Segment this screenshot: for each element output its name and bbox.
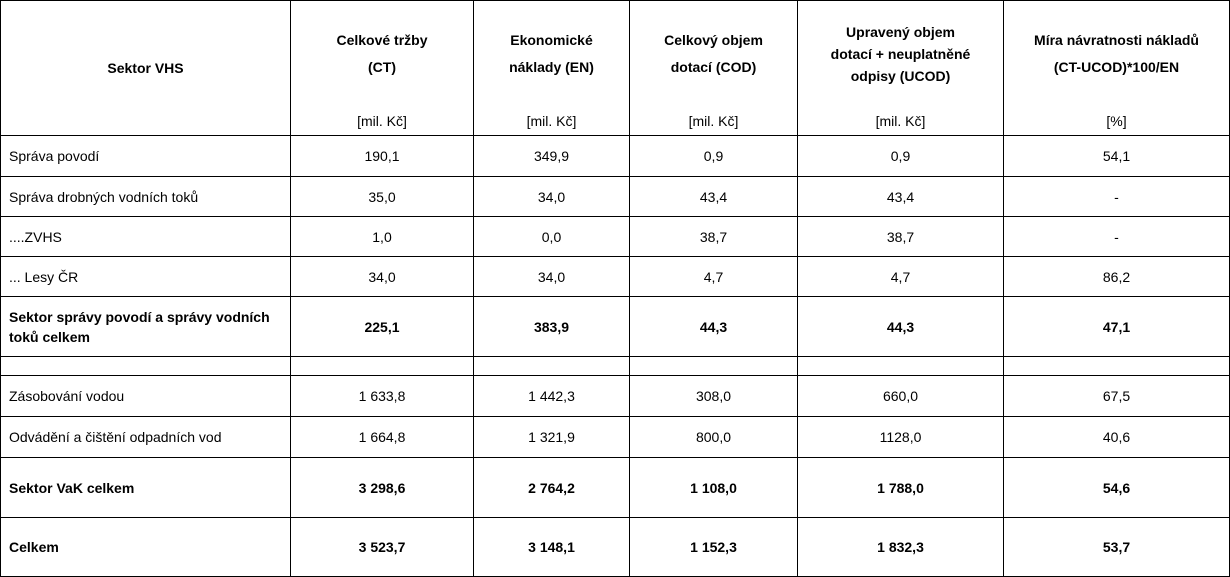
cell-cod: 1 108,0 (629, 457, 798, 518)
row-label: Sektor správy povodí a správy vodních to… (0, 296, 291, 357)
table-row: ... Lesy ČR 34,0 34,0 4,7 4,7 86,2 (0, 256, 1230, 297)
spacer-row (0, 356, 1230, 376)
header-ct-line2: (CT) (368, 58, 396, 75)
header-ratio: Míra návratnosti nákladů (CT-UCOD)*100/E… (1003, 0, 1230, 106)
row-label: Celkem (0, 517, 291, 577)
cell-ucod: 43,4 (797, 176, 1004, 217)
cell-ucod: 4,7 (797, 256, 1004, 297)
table-row: Správa drobných vodních toků 35,0 34,0 4… (0, 176, 1230, 217)
header-ratio-line2: (CT-UCOD)*100/EN (1053, 58, 1180, 75)
cell-ratio: 86,2 (1003, 256, 1230, 297)
table-row: Správa povodí 190,1 349,9 0,9 0,9 54,1 (0, 135, 1230, 177)
cell-ucod: 44,3 (797, 296, 1004, 357)
row-label: Sektor VaK celkem (0, 457, 291, 518)
unit-en: [mil. Kč] (473, 106, 630, 136)
cell-ucod: 0,9 (797, 135, 1004, 177)
cell-ct: 225,1 (290, 296, 474, 357)
cell-ct: 1 633,8 (290, 375, 474, 417)
table-row: Odvádění a čištění odpadních vod 1 664,8… (0, 416, 1230, 458)
cell-ucod: 1128,0 (797, 416, 1004, 458)
cell-en: 1 442,3 (473, 375, 630, 417)
cell-ratio: 53,7 (1003, 517, 1230, 577)
cell-cod: 308,0 (629, 375, 798, 417)
cell-cod: 43,4 (629, 176, 798, 217)
cell-en: 383,9 (473, 296, 630, 357)
cell-en: 34,0 (473, 176, 630, 217)
header-ucod-line2: dotací + neuplatněné (830, 45, 971, 62)
cell-ucod: 1 788,0 (797, 457, 1004, 518)
cell-cod (629, 356, 798, 376)
cell-ct: 34,0 (290, 256, 474, 297)
cell-en: 0,0 (473, 216, 630, 257)
cell-en (473, 356, 630, 376)
cell-ct: 190,1 (290, 135, 474, 177)
header-en-line1: Ekonomické (510, 31, 593, 48)
cell-cod: 800,0 (629, 416, 798, 458)
cell-en: 34,0 (473, 256, 630, 297)
cell-ucod: 660,0 (797, 375, 1004, 417)
header-ct-line1: Celkové tržby (336, 31, 428, 48)
table-row: Zásobování vodou 1 633,8 1 442,3 308,0 6… (0, 375, 1230, 417)
cell-ct: 3 298,6 (290, 457, 474, 518)
units-row: [mil. Kč] [mil. Kč] [mil. Kč] [mil. Kč] … (0, 106, 1230, 136)
cell-ct: 35,0 (290, 176, 474, 217)
cell-en: 3 148,1 (473, 517, 630, 577)
unit-ratio: [%] (1003, 106, 1230, 136)
header-ucod-line1: Upravený objem (846, 23, 955, 40)
row-label: Odvádění a čištění odpadních vod (0, 416, 291, 458)
unit-ct: [mil. Kč] (290, 106, 474, 136)
cell-en: 2 764,2 (473, 457, 630, 518)
cell-cod: 38,7 (629, 216, 798, 257)
unit-cod: [mil. Kč] (629, 106, 798, 136)
cell-ct: 1,0 (290, 216, 474, 257)
cell-ratio: 47,1 (1003, 296, 1230, 357)
cell-ratio: - (1003, 176, 1230, 217)
header-ratio-line1: Míra návratnosti nákladů (1034, 31, 1199, 48)
cell-ucod: 1 832,3 (797, 517, 1004, 577)
row-label: ....ZVHS (0, 216, 291, 257)
subtotal-row: Sektor VaK celkem 3 298,6 2 764,2 1 108,… (0, 457, 1230, 518)
header-row: Sektor VHS Celkové tržby (CT) Ekonomické… (0, 0, 1230, 106)
row-label: ... Lesy ČR (0, 256, 291, 297)
row-label: Správa povodí (0, 135, 291, 177)
cell-ratio: - (1003, 216, 1230, 257)
unit-sector (0, 106, 291, 136)
header-en-line2: náklady (EN) (509, 58, 594, 75)
row-label: Správa drobných vodních toků (0, 176, 291, 217)
cell-ct: 3 523,7 (290, 517, 474, 577)
header-ucod-line3: odpisy (UCOD) (850, 67, 951, 84)
cell-ratio: 54,1 (1003, 135, 1230, 177)
subtotal-row: Sektor správy povodí a správy vodních to… (0, 296, 1230, 357)
cell-ratio: 40,6 (1003, 416, 1230, 458)
header-cod-line1: Celkový objem (664, 31, 763, 48)
cell-ratio: 54,6 (1003, 457, 1230, 518)
cell-cod: 0,9 (629, 135, 798, 177)
header-ucod: Upravený objem dotací + neuplatněné odpi… (797, 0, 1004, 106)
cell-ucod: 38,7 (797, 216, 1004, 257)
cell-cod: 1 152,3 (629, 517, 798, 577)
header-sector: Sektor VHS (0, 0, 291, 106)
cell-cod: 44,3 (629, 296, 798, 357)
table-row: ....ZVHS 1,0 0,0 38,7 38,7 - (0, 216, 1230, 257)
header-ct: Celkové tržby (CT) (290, 0, 474, 106)
header-en: Ekonomické náklady (EN) (473, 0, 630, 106)
total-row: Celkem 3 523,7 3 148,1 1 152,3 1 832,3 5… (0, 517, 1230, 577)
cell-en: 349,9 (473, 135, 630, 177)
row-label (0, 356, 291, 376)
cell-ucod (797, 356, 1004, 376)
cell-en: 1 321,9 (473, 416, 630, 458)
header-cod: Celkový objem dotací (COD) (629, 0, 798, 106)
cell-cod: 4,7 (629, 256, 798, 297)
cell-ratio (1003, 356, 1230, 376)
unit-ucod: [mil. Kč] (797, 106, 1004, 136)
cell-ct (290, 356, 474, 376)
row-label: Zásobování vodou (0, 375, 291, 417)
cell-ratio: 67,5 (1003, 375, 1230, 417)
cell-ct: 1 664,8 (290, 416, 474, 458)
header-cod-line2: dotací (COD) (670, 58, 757, 75)
